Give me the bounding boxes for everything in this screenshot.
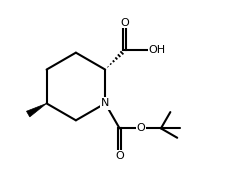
Text: OH: OH [148, 45, 166, 55]
Text: N: N [101, 98, 109, 108]
Text: O: O [120, 17, 129, 28]
Polygon shape [26, 103, 47, 117]
Text: O: O [115, 151, 124, 161]
Text: O: O [137, 123, 145, 133]
